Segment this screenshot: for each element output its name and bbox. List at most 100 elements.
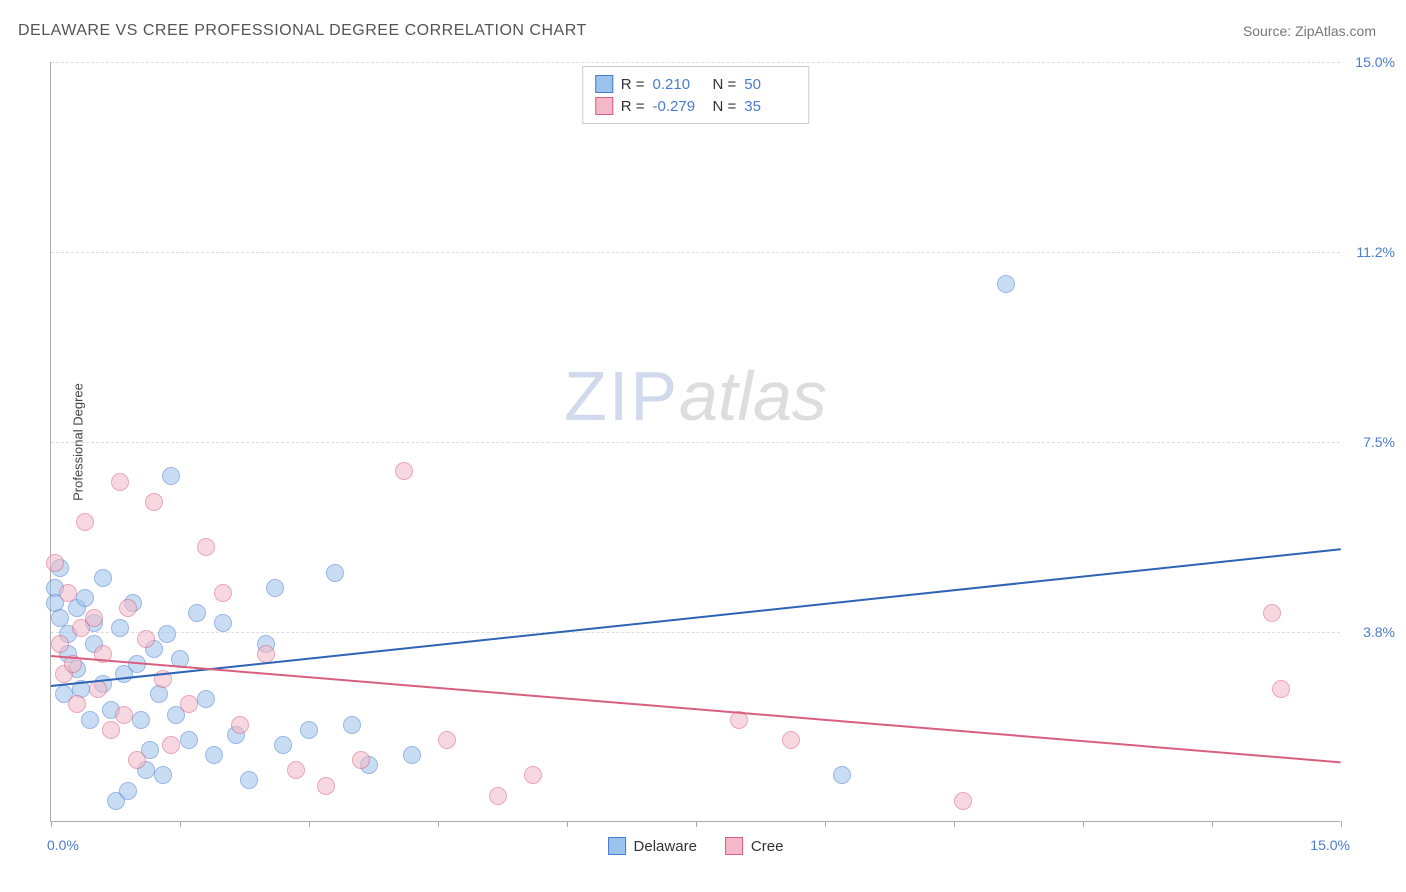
scatter-point (214, 584, 232, 602)
scatter-point (180, 731, 198, 749)
grid-line (51, 442, 1340, 443)
scatter-point (524, 766, 542, 784)
y-tick-label: 11.2% (1356, 244, 1395, 260)
y-tick-label: 3.8% (1363, 624, 1395, 640)
scatter-point (85, 609, 103, 627)
scatter-point (51, 635, 69, 653)
scatter-point (352, 751, 370, 769)
n-label: N = (713, 76, 737, 93)
scatter-point (119, 599, 137, 617)
scatter-point (188, 604, 206, 622)
scatter-point (300, 721, 318, 739)
scatter-point (395, 462, 413, 480)
trend-line (51, 548, 1341, 687)
scatter-point (145, 493, 163, 511)
grid-line (51, 252, 1340, 253)
source-attribution: Source: ZipAtlas.com (1243, 23, 1376, 39)
scatter-point (115, 706, 133, 724)
x-tick (1341, 821, 1342, 827)
scatter-point (266, 579, 284, 597)
grid-line (51, 62, 1340, 63)
scatter-point (997, 275, 1015, 293)
correlation-stats-box: R = 0.210 N = 50 R = -0.279 N = 35 (582, 66, 810, 124)
scatter-point (231, 716, 249, 734)
scatter-point (46, 554, 64, 572)
x-tick (954, 821, 955, 827)
scatter-point (954, 792, 972, 810)
scatter-point (326, 564, 344, 582)
trend-line (51, 655, 1341, 763)
scatter-point (158, 625, 176, 643)
scatter-point (438, 731, 456, 749)
x-tick (567, 821, 568, 827)
stats-row: R = 0.210 N = 50 (595, 73, 797, 95)
chart-title: DELAWARE VS CREE PROFESSIONAL DEGREE COR… (18, 22, 587, 40)
stats-row: R = -0.279 N = 35 (595, 95, 797, 117)
scatter-point (68, 695, 86, 713)
legend-swatch (608, 837, 626, 855)
scatter-point (81, 711, 99, 729)
scatter-point (162, 467, 180, 485)
x-tick (825, 821, 826, 827)
scatter-point (132, 711, 150, 729)
scatter-point (205, 746, 223, 764)
scatter-point (154, 766, 172, 784)
scatter-point (489, 787, 507, 805)
y-tick-label: 7.5% (1363, 434, 1395, 450)
scatter-point (197, 690, 215, 708)
scatter-point (240, 771, 258, 789)
scatter-point (782, 731, 800, 749)
scatter-point (317, 777, 335, 795)
n-label: N = (713, 98, 737, 115)
n-value: 50 (744, 76, 796, 93)
watermark: ZIPatlas (564, 356, 827, 436)
legend-swatch (725, 837, 743, 855)
x-tick (309, 821, 310, 827)
scatter-chart: Professional Degree ZIPatlas R =0.210N =… (50, 62, 1340, 822)
scatter-point (137, 630, 155, 648)
scatter-point (59, 584, 77, 602)
x-tick (180, 821, 181, 827)
scatter-point (833, 766, 851, 784)
legend-item: Cree (725, 837, 784, 855)
x-tick (1212, 821, 1213, 827)
legend-swatch (595, 75, 613, 93)
scatter-point (119, 782, 137, 800)
r-value: -0.279 (653, 98, 705, 115)
r-label: R = (621, 76, 645, 93)
scatter-point (257, 645, 275, 663)
legend-label: Cree (751, 838, 784, 855)
legend-item: Delaware (608, 837, 697, 855)
scatter-point (76, 589, 94, 607)
scatter-point (162, 736, 180, 754)
scatter-point (214, 614, 232, 632)
scatter-point (343, 716, 361, 734)
scatter-point (274, 736, 292, 754)
x-axis-start-label: 0.0% (47, 837, 79, 853)
scatter-point (111, 473, 129, 491)
y-tick-label: 15.0% (1355, 54, 1395, 70)
scatter-point (76, 513, 94, 531)
n-value: 35 (744, 98, 796, 115)
scatter-point (180, 695, 198, 713)
x-tick (51, 821, 52, 827)
scatter-point (403, 746, 421, 764)
scatter-point (287, 761, 305, 779)
legend-label: Delaware (634, 838, 697, 855)
r-value: 0.210 (653, 76, 705, 93)
scatter-point (111, 619, 129, 637)
x-axis-end-label: 15.0% (1310, 837, 1350, 853)
scatter-point (197, 538, 215, 556)
scatter-point (128, 751, 146, 769)
scatter-point (89, 680, 107, 698)
x-tick (438, 821, 439, 827)
scatter-point (94, 569, 112, 587)
r-label: R = (621, 98, 645, 115)
series-legend: Delaware Cree (608, 837, 784, 855)
scatter-point (1272, 680, 1290, 698)
scatter-point (1263, 604, 1281, 622)
grid-line (51, 632, 1340, 633)
legend-swatch (595, 97, 613, 115)
scatter-point (102, 721, 120, 739)
x-tick (1083, 821, 1084, 827)
